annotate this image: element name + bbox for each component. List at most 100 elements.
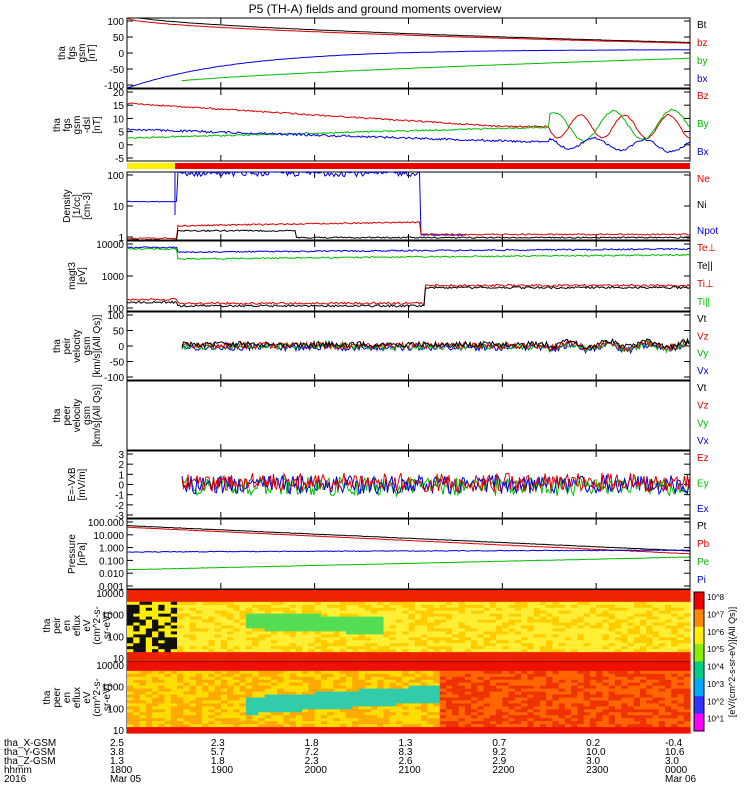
ylabel-line: [nPa] bbox=[77, 542, 88, 566]
ylabel-line: tha bbox=[42, 618, 53, 632]
ytick-label: 0.001 bbox=[99, 582, 124, 593]
xaxis-value: 2200 bbox=[492, 765, 515, 776]
ylabel-line: E=-VxB bbox=[67, 467, 78, 502]
legend-pt: Pt bbox=[697, 521, 707, 532]
colorbar-segment bbox=[694, 644, 704, 662]
xaxis-value: 7.2 bbox=[305, 747, 319, 758]
series-ni bbox=[126, 229, 690, 241]
chart-title: P5 (TH-A) fields and ground moments over… bbox=[248, 2, 502, 16]
ytick-label: 1000 bbox=[102, 611, 125, 622]
ytick-label: 0 bbox=[118, 481, 124, 492]
colorbar-tick: 10^1 bbox=[707, 715, 725, 724]
xaxis-value: 5.7 bbox=[211, 747, 225, 758]
ylabel-line: [mV/m] bbox=[77, 468, 88, 500]
ytick-label: 100 bbox=[107, 704, 124, 715]
ytick-label: -5 bbox=[115, 154, 124, 165]
series-e-1 bbox=[181, 473, 690, 496]
xaxis-value: 0.7 bbox=[492, 738, 506, 749]
xaxis-value: 2000 bbox=[305, 765, 328, 776]
xaxis-value: 1800 bbox=[110, 765, 133, 776]
ytick-label: 1000 bbox=[102, 272, 125, 283]
legend-vy: Vy bbox=[697, 349, 708, 360]
legend-bx: bx bbox=[697, 74, 708, 85]
colorbar-tick: 10^6 bbox=[707, 628, 725, 637]
legend-ti||: Ti|| bbox=[697, 297, 710, 308]
legend-vz: Vz bbox=[697, 401, 709, 412]
ytick-label: 0.100 bbox=[99, 556, 124, 567]
colorbar-segment bbox=[694, 609, 704, 628]
series-ne bbox=[126, 221, 690, 240]
legend-ti⊥: Ti⊥ bbox=[697, 279, 714, 290]
ylabel-line: [nT] bbox=[92, 116, 103, 133]
xaxis-value: 2.9 bbox=[492, 756, 506, 767]
ylabel-line: gsm bbox=[82, 406, 93, 425]
ytick-label: 0.010 bbox=[99, 569, 124, 580]
ylabel-line: eflux bbox=[72, 615, 83, 636]
ylabel-line: Density bbox=[62, 189, 73, 222]
series-by-dsl bbox=[127, 108, 690, 142]
legend-pi: Pi bbox=[697, 575, 706, 586]
ytick-label: -2 bbox=[115, 501, 124, 512]
ylabel-line: peer bbox=[52, 687, 63, 708]
panel-frame-temperature bbox=[126, 240, 691, 312]
panel-frame-peer_velocity bbox=[126, 380, 691, 451]
legend-vz: Vz bbox=[697, 331, 709, 342]
legend-by: by bbox=[697, 56, 708, 67]
ylabel-line: velocity bbox=[72, 399, 83, 432]
ylabel-line: tha bbox=[52, 339, 63, 353]
legend-ex: Ex bbox=[697, 504, 709, 515]
ylabel-line: fgs bbox=[62, 118, 73, 131]
ylabel-line: Pressure bbox=[67, 534, 78, 574]
ytick-label: 5 bbox=[118, 128, 124, 139]
series-pi bbox=[126, 549, 690, 553]
xaxis-value: Mar 06 bbox=[665, 774, 697, 785]
xaxis-value: 0.2 bbox=[586, 738, 600, 749]
xaxis-value: -0.4 bbox=[665, 738, 683, 749]
ytick-label: -50 bbox=[110, 358, 125, 369]
series-by bbox=[181, 57, 690, 82]
xaxis-value: 1.8 bbox=[305, 738, 319, 749]
xaxis-value: 9.2 bbox=[492, 747, 506, 758]
ytick-label: -3 bbox=[115, 511, 124, 522]
ylabel-line: [eV] bbox=[77, 267, 88, 285]
ytick-label: 20 bbox=[113, 88, 125, 99]
series-e-2 bbox=[181, 472, 690, 494]
ytick-label: -100 bbox=[104, 373, 124, 384]
ytick-label: 1000 bbox=[102, 683, 125, 694]
legend-bx: Bx bbox=[697, 147, 709, 158]
xaxis-value: 1.3 bbox=[399, 738, 413, 749]
series-te-perp bbox=[126, 246, 690, 254]
ylabel-line: velocity bbox=[72, 329, 83, 362]
colorbar-tick: 10^5 bbox=[707, 645, 725, 654]
spectrogram-peir bbox=[127, 590, 691, 662]
ylabel-line: tha bbox=[52, 408, 63, 422]
ylabel-line: eV bbox=[82, 619, 93, 632]
xaxis-value: 3.0 bbox=[665, 756, 679, 767]
ytick-label: 10000 bbox=[96, 661, 124, 672]
ytick-label: 10000 bbox=[96, 240, 124, 251]
series-bz-dsl bbox=[127, 102, 690, 140]
ytick-label: 15 bbox=[113, 101, 125, 112]
ytick-label: 100 bbox=[107, 17, 124, 28]
series-npot bbox=[126, 170, 467, 236]
ytick-label: 0 bbox=[118, 49, 124, 60]
ylabel-line: magt3 bbox=[67, 262, 78, 290]
ytick-label: 10000 bbox=[96, 589, 124, 600]
ytick-label: 100 bbox=[107, 311, 124, 322]
ylabel-line: tha bbox=[52, 118, 63, 132]
colorbar-segment bbox=[694, 678, 704, 697]
colorbar-label: [eV/(cm^2-s-sr-eV)](All Qs)] bbox=[727, 607, 737, 717]
ytick-label: 1 bbox=[118, 233, 124, 244]
legend-vx: Vx bbox=[697, 366, 709, 377]
legend-bz: bz bbox=[697, 38, 708, 49]
legend-vy: Vy bbox=[697, 418, 708, 429]
legend-ni: Ni bbox=[697, 200, 706, 211]
legend-vt: Vt bbox=[697, 314, 707, 325]
legend-pb: Pb bbox=[697, 539, 710, 550]
ytick-label: 3 bbox=[118, 450, 124, 461]
ylabel-line: tha bbox=[57, 46, 68, 60]
colorbar-tick: 10^3 bbox=[707, 680, 725, 689]
ytick-label: -1 bbox=[115, 491, 124, 502]
xaxis-value: 8.3 bbox=[399, 747, 413, 758]
legend-vx: Vx bbox=[697, 436, 709, 447]
